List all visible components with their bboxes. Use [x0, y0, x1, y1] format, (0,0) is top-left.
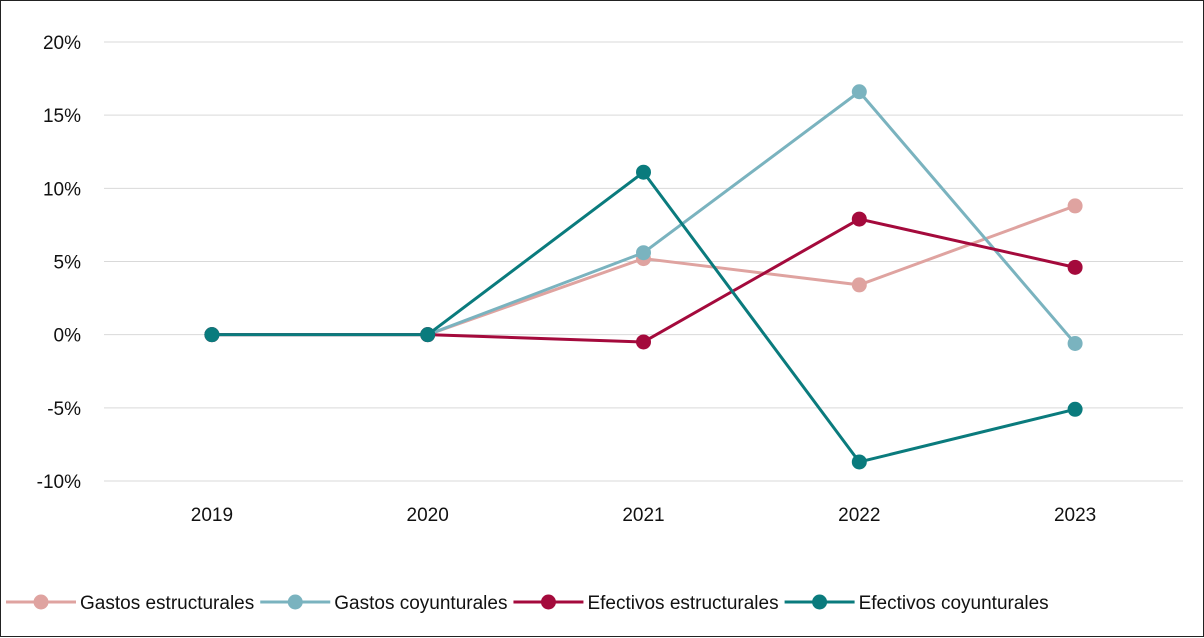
legend-marker — [287, 594, 303, 610]
x-tick-label: 2020 — [407, 505, 449, 526]
legend-label: Efectivos estructurales — [587, 593, 778, 614]
data-point — [1067, 198, 1083, 214]
data-point — [851, 84, 867, 100]
legend-marker — [540, 594, 556, 610]
series-lines — [204, 84, 1083, 470]
series-gastos-estructurales — [204, 198, 1083, 343]
x-tick-label: 2023 — [1054, 505, 1096, 526]
y-tick-label: 15% — [43, 106, 81, 127]
data-point — [1067, 259, 1083, 275]
x-tick-label: 2022 — [838, 505, 880, 526]
legend-label: Gastos coyunturales — [334, 593, 507, 614]
series-gastos-coyunturales — [204, 84, 1083, 351]
y-tick-label: 10% — [43, 179, 81, 200]
y-axis-tick-labels: 20% 15% 10% 5% 0% -5% -10% — [37, 33, 81, 493]
data-point — [420, 327, 436, 343]
legend-marker — [812, 594, 828, 610]
legend-item: Efectivos coyunturales — [784, 593, 1049, 614]
legend: Gastos estructurales Gastos coyunturales E… — [6, 593, 1049, 614]
y-tick-label: 20% — [43, 33, 81, 54]
data-point — [204, 327, 220, 343]
legend-item: Gastos coyunturales — [260, 593, 507, 614]
series-efectivos-estructurales — [204, 211, 1083, 350]
data-point — [851, 277, 867, 293]
y-tick-label: 0% — [54, 326, 82, 347]
y-tick-label: 5% — [54, 253, 82, 274]
series-line — [211, 204, 1076, 337]
data-point — [636, 164, 651, 180]
series-line — [211, 90, 1077, 345]
y-tick-label: -5% — [47, 399, 81, 420]
series-line — [211, 170, 1076, 464]
x-axis-tick-labels: 2019 2020 2021 2022 2023 — [191, 505, 1096, 526]
x-tick-label: 2019 — [191, 505, 233, 526]
legend-label: Gastos estructurales — [80, 593, 254, 614]
data-point — [636, 245, 651, 261]
data-point — [1067, 401, 1083, 417]
legend-label: Efectivos coyunturales — [859, 593, 1049, 614]
series-efectivos-coyunturales — [204, 164, 1083, 470]
legend-item: Efectivos estructurales — [513, 593, 779, 614]
legend-item: Gastos estructurales — [6, 593, 254, 614]
x-tick-label: 2021 — [622, 505, 664, 526]
legend-marker — [33, 594, 49, 610]
data-point — [1067, 335, 1083, 351]
y-tick-label: -10% — [37, 472, 81, 493]
series-line — [211, 217, 1076, 344]
data-point — [851, 211, 867, 227]
data-point — [851, 454, 867, 470]
data-point — [636, 334, 651, 350]
